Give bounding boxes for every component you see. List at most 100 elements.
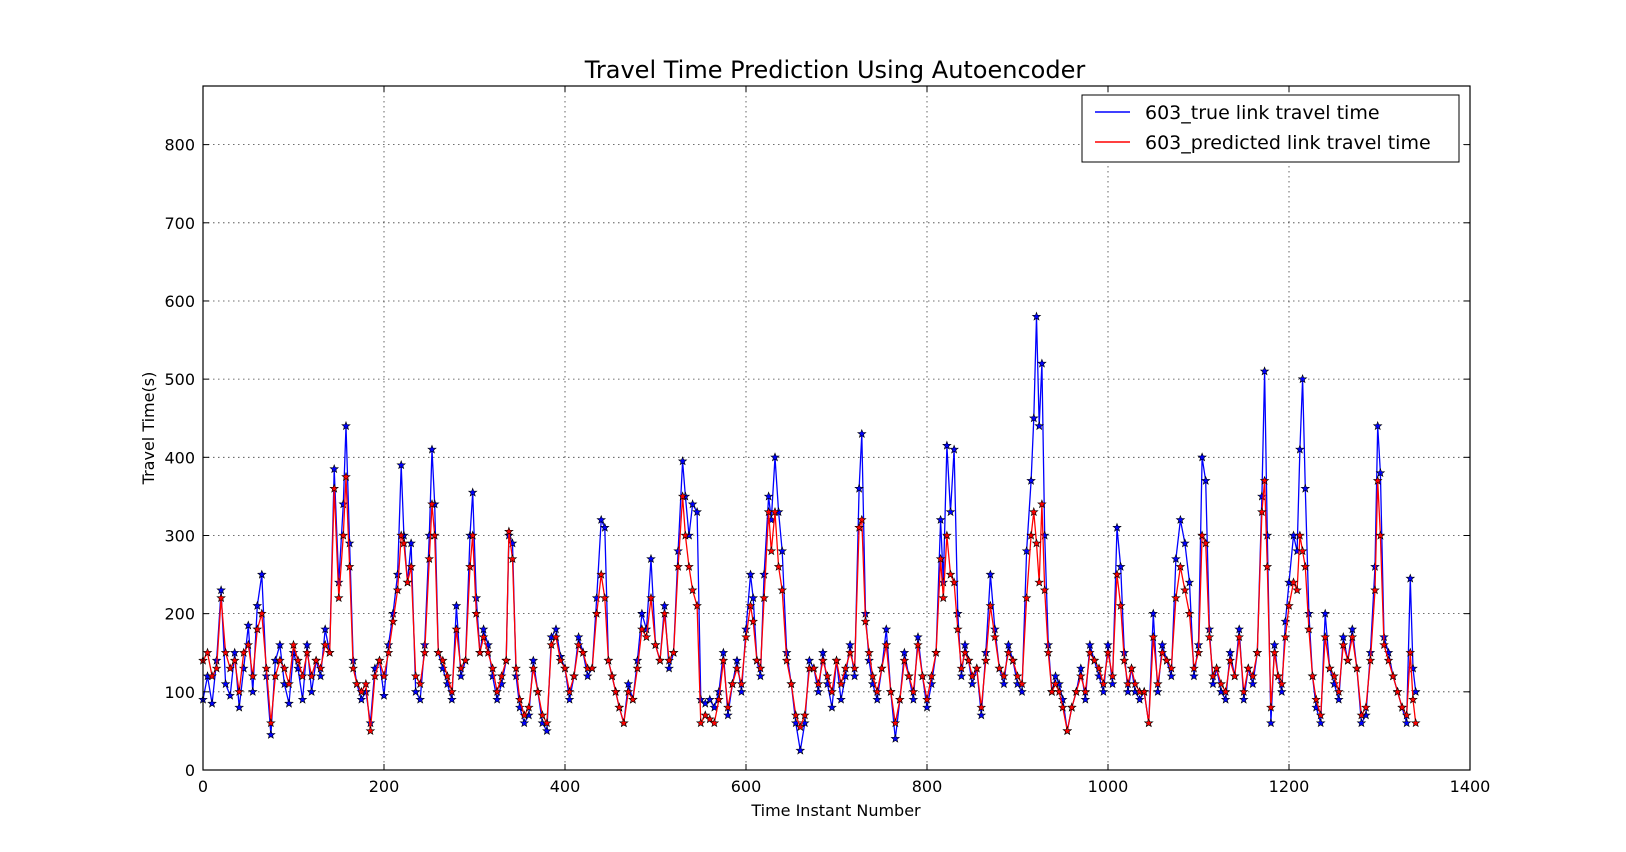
- data-point-1: [1197, 530, 1207, 540]
- data-point-1: [1288, 577, 1299, 587]
- data-point-1: [1388, 671, 1398, 681]
- data-point-1: [519, 710, 530, 720]
- data-point-0: [1295, 444, 1305, 454]
- data-point-1: [1062, 725, 1073, 735]
- data-point-0: [306, 686, 317, 696]
- data-point-1: [1307, 671, 1318, 681]
- data-point-1: [1361, 702, 1371, 712]
- data-point-0: [1405, 573, 1416, 583]
- data-point-1: [1157, 647, 1168, 657]
- data-point-0: [1175, 514, 1186, 524]
- data-point-0: [854, 483, 864, 493]
- data-point-0: [695, 694, 706, 704]
- data-point-0: [1107, 678, 1118, 689]
- data-point-1: [211, 663, 222, 673]
- data-point-0: [1180, 538, 1190, 548]
- data-point-1: [1112, 569, 1122, 579]
- data-point-0: [1076, 663, 1086, 673]
- data-point-1: [1080, 686, 1091, 696]
- data-point-0: [664, 663, 674, 673]
- data-point-1: [1211, 663, 1222, 673]
- data-point-1: [243, 639, 254, 650]
- data-point-1: [1295, 530, 1305, 540]
- data-point-1: [315, 663, 326, 673]
- data-point-1: [840, 663, 851, 673]
- data-point-1: [492, 686, 502, 696]
- data-point-1: [284, 678, 294, 689]
- data-point-0: [748, 592, 759, 603]
- data-point-1: [876, 663, 887, 673]
- data-point-1: [1143, 718, 1154, 728]
- data-point-1: [546, 639, 557, 649]
- data-point-1: [596, 569, 607, 579]
- data-point-0: [293, 663, 303, 673]
- data-point-1: [777, 585, 788, 595]
- data-point-0: [687, 499, 698, 509]
- data-point-0: [1259, 366, 1270, 376]
- data-point-1: [1259, 475, 1270, 485]
- data-point-1: [238, 647, 249, 657]
- data-point-0: [591, 592, 602, 603]
- data-point-0: [1094, 671, 1104, 681]
- data-point-1: [890, 718, 901, 728]
- data-point-1: [628, 694, 638, 704]
- data-point-1: [700, 710, 711, 720]
- data-point-0: [718, 647, 729, 657]
- data-point-1: [1276, 678, 1287, 689]
- data-point-1: [569, 671, 579, 681]
- data-point-0: [442, 678, 453, 689]
- data-point-1: [692, 600, 702, 610]
- data-point-1: [704, 714, 715, 724]
- data-point-1: [695, 718, 706, 728]
- data-point-1: [1034, 577, 1045, 587]
- data-point-0: [284, 698, 294, 708]
- data-point-1: [560, 663, 570, 673]
- y-tick-label: 600: [164, 292, 195, 311]
- data-point-0: [451, 600, 462, 610]
- data-point-0: [1401, 718, 1412, 728]
- legend-box: [1081, 94, 1460, 163]
- data-point-0: [596, 514, 607, 524]
- data-point-1: [256, 608, 267, 618]
- data-point-1: [895, 694, 905, 704]
- data-point-1: [956, 663, 967, 673]
- x-tick-label: 1200: [1269, 777, 1310, 796]
- data-point-1: [646, 592, 656, 603]
- data-point-0: [952, 608, 963, 618]
- data-point-0: [1372, 420, 1383, 431]
- data-point-0: [985, 569, 996, 579]
- data-point-1: [437, 655, 448, 665]
- data-point-0: [1103, 639, 1113, 649]
- data-point-1: [1392, 686, 1403, 696]
- data-point-1: [770, 506, 780, 517]
- data-point-1: [1280, 632, 1291, 642]
- data-point-1: [827, 686, 837, 696]
- data-point-0: [763, 491, 774, 501]
- data-point-1: [795, 721, 806, 732]
- data-point-0: [646, 553, 656, 563]
- data-point-1: [999, 671, 1009, 681]
- data-point-0: [1003, 639, 1014, 650]
- data-point-1: [637, 624, 647, 634]
- data-point-1: [1238, 686, 1249, 696]
- data-point-1: [542, 718, 552, 728]
- data-point-1: [433, 647, 444, 657]
- data-point-1: [766, 546, 777, 556]
- data-point-1: [809, 663, 819, 673]
- data-point-0: [960, 639, 970, 649]
- data-point-1: [1103, 647, 1113, 657]
- data-point-1: [225, 663, 235, 673]
- data-point-1: [849, 663, 860, 673]
- data-point-1: [1273, 671, 1283, 681]
- data-point-1: [1324, 663, 1335, 673]
- data-point-0: [207, 698, 217, 708]
- data-point-1: [718, 655, 729, 665]
- data-point-0: [229, 647, 240, 657]
- data-point-0: [1171, 553, 1181, 563]
- data-point-1: [1234, 632, 1245, 642]
- data-point-1: [822, 671, 833, 681]
- data-point-1: [1008, 655, 1018, 665]
- data-point-1: [655, 655, 665, 665]
- data-point-1: [709, 718, 720, 728]
- data-point-1: [1200, 538, 1211, 548]
